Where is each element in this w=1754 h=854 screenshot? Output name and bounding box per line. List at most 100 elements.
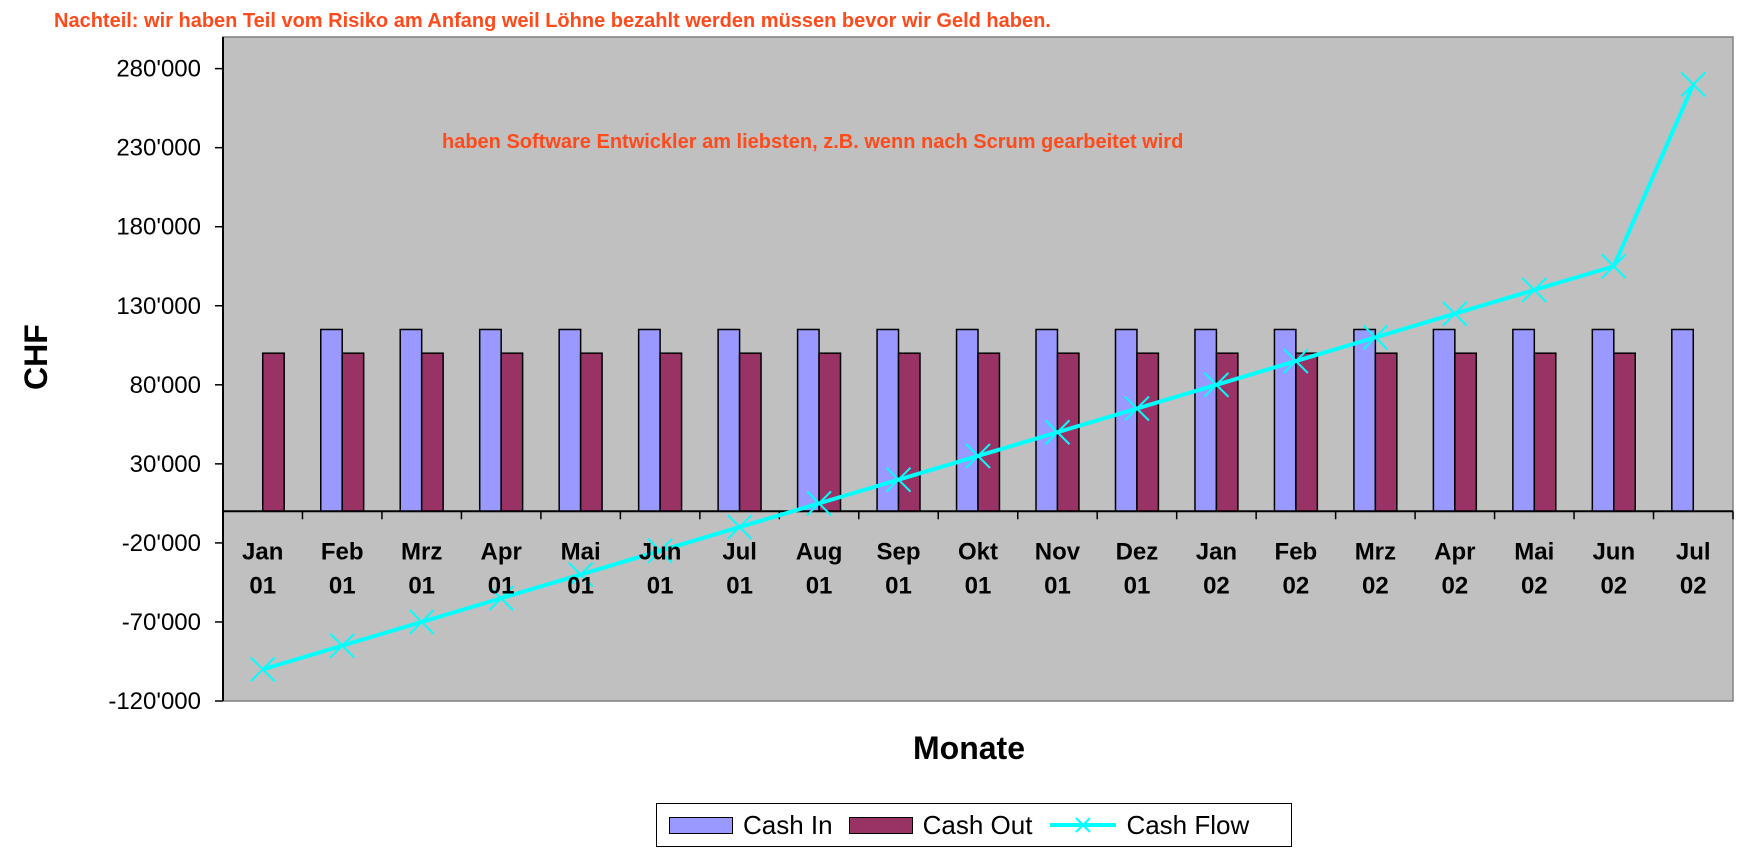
cash-flow-point — [806, 490, 832, 517]
cash-flow-marker-stroke — [1601, 253, 1627, 279]
y-tick-label: 80'000 — [130, 372, 201, 399]
cash-out-bar — [579, 352, 603, 513]
cash-flow-marker-stroke — [1442, 300, 1468, 327]
cash-flow-marker-stroke — [250, 656, 276, 683]
y-tick-label: 280'000 — [116, 56, 201, 83]
cash-in-bar — [1353, 328, 1377, 513]
cash-flow-marker-stroke — [1680, 71, 1706, 98]
legend-item-cash-in: Cash In — [669, 810, 833, 841]
middle-annotation: haben Software Entwickler am liebsten, z… — [442, 131, 1184, 153]
x-tick-label-month: Mai — [561, 538, 601, 565]
cash-flow-point — [1521, 277, 1548, 303]
x-tick-label-year: 01 — [567, 572, 594, 599]
legend: Cash In Cash Out Cash Flow — [656, 803, 1292, 847]
cash-out-bar — [1613, 352, 1636, 513]
cash-flow-point — [250, 656, 276, 683]
x-tick-label-month: Dez — [1116, 538, 1159, 565]
legend-label-cash-out: Cash Out — [922, 809, 1033, 840]
cash-flow-point — [329, 632, 355, 659]
legend-label-cash-flow: Cash Flow — [1126, 809, 1250, 840]
x-tick-label-month: Apr — [1434, 538, 1475, 565]
cash-in-bar — [399, 328, 423, 513]
cash-out-bar — [1215, 352, 1239, 513]
x-tick-label-month: Aug — [796, 538, 843, 565]
x-tick-label-month: Jan — [242, 538, 283, 565]
axes-layer — [215, 37, 1734, 702]
x-tick-label-month: Jun — [639, 538, 682, 565]
cash-flow-marker-stroke — [1124, 395, 1150, 422]
top-annotation: Nachteil: wir haben Teil vom Risiko am A… — [54, 10, 1051, 32]
cash-flow-point — [1601, 253, 1627, 279]
cash-out-bar — [897, 352, 921, 513]
x-tick-label-year: 01 — [806, 572, 833, 599]
cash-out-bar — [420, 352, 444, 513]
cash-flow-marker-stroke — [329, 632, 355, 659]
cash-in-bar — [1512, 328, 1536, 513]
x-tick-label-month: Jul — [1676, 538, 1711, 565]
cash-in-bar — [320, 328, 343, 513]
cash-flow-point — [1680, 71, 1706, 98]
cash-out-bar — [341, 352, 365, 513]
x-tick-label-month: Jun — [1592, 538, 1635, 565]
cash-out-bar — [1374, 352, 1398, 513]
cash-out-bar — [1136, 352, 1160, 513]
y-tick-label: 30'000 — [130, 451, 201, 478]
x-tick-label-month: Mrz — [401, 538, 442, 565]
x-tick-label-month: Jan — [1196, 538, 1237, 565]
legend-item-cash-flow: Cash Flow — [1048, 810, 1249, 841]
cash-flow-point — [1283, 348, 1309, 374]
cash-flow-point — [965, 443, 991, 469]
x-tick-label-year: 02 — [1680, 572, 1707, 599]
cash-flow-line-layer — [250, 71, 1706, 683]
cash-out-bar — [738, 352, 762, 513]
cash-flow-marker-stroke — [1362, 324, 1389, 351]
x-tick-label-year: 01 — [965, 572, 992, 599]
y-tick-label: 130'000 — [116, 293, 201, 320]
cash-in-swatch — [669, 816, 733, 834]
cash-out-bar — [659, 352, 683, 513]
cash-in-bar — [1671, 328, 1695, 513]
cash-flow-point — [726, 514, 753, 540]
x-tick-label-month: Apr — [480, 538, 521, 565]
x-tick-label-year: 01 — [488, 572, 515, 599]
cash-flow-marker-stroke — [885, 466, 912, 493]
cash-flow-marker-stroke — [1203, 372, 1230, 398]
x-tick-label-year: 01 — [885, 572, 912, 599]
legend-item-cash-out: Cash Out — [848, 809, 1033, 841]
cash-out-bar — [261, 352, 285, 513]
x-axis-title: Monate — [913, 730, 1025, 766]
cash-flow-point — [567, 561, 594, 588]
cash-flow-marker-stroke — [726, 514, 753, 540]
x-tick-label-year: 02 — [1441, 572, 1468, 599]
x-tick-label-month: Mai — [1514, 538, 1554, 565]
y-tick-label: -70'000 — [122, 609, 201, 636]
cash-in-bar — [1194, 328, 1218, 513]
cash-flow-marker-stroke — [965, 443, 991, 469]
cash-in-bar — [478, 328, 502, 513]
tick-labels-layer: -120'000 -70'000 -20'000 30'000 80'000 130'00… — [108, 56, 1710, 715]
x-tick-label-year: 02 — [1362, 572, 1389, 599]
x-tick-label-month: Mrz — [1355, 538, 1396, 565]
cash-flow-marker-stroke — [567, 561, 594, 588]
x-tick-label-month: Jul — [722, 538, 757, 565]
cash-in-bar — [1432, 328, 1456, 513]
y-tick-label: -120'000 — [108, 688, 201, 715]
cash-flow-marker-stroke — [1283, 348, 1309, 374]
x-tick-label-year: 01 — [726, 572, 753, 599]
y-tick-label: 180'000 — [116, 214, 201, 241]
cash-out-swatch — [848, 816, 913, 834]
cash-flow-point — [1362, 324, 1389, 351]
x-tick-label-month: Feb — [321, 538, 364, 565]
x-tick-label-year: 01 — [1044, 572, 1071, 599]
cash-in-bar — [558, 328, 582, 513]
x-tick-label-year: 02 — [1283, 572, 1310, 599]
cash-in-bar — [637, 328, 661, 513]
cash-flow-swatch — [1050, 817, 1117, 833]
x-tick-label-month: Feb — [1275, 538, 1318, 565]
cash-flow-marker-stroke — [408, 609, 435, 635]
cash-flow-point — [1124, 395, 1150, 422]
x-tick-label-year: 02 — [1521, 572, 1548, 599]
x-tick-label-month: Okt — [958, 538, 998, 565]
cash-flow-point — [647, 538, 673, 564]
